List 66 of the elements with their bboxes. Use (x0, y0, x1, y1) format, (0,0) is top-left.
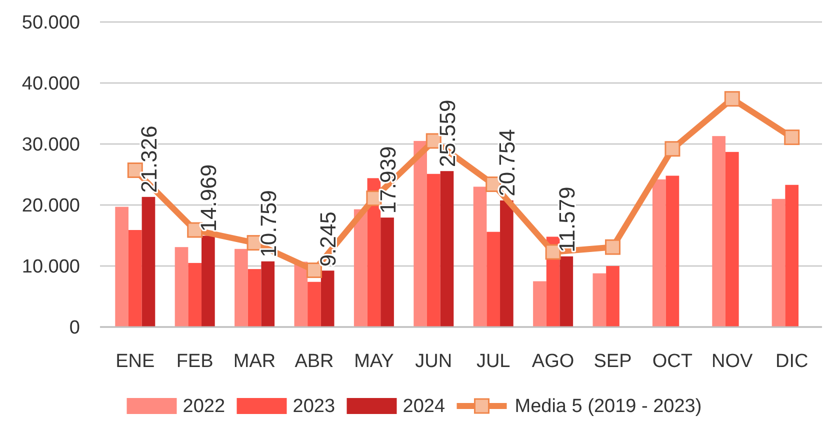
x-tick-label: ENE (116, 351, 155, 372)
y-tick-label: 10.000 (22, 256, 80, 278)
bar (294, 262, 308, 327)
bar (128, 230, 142, 327)
data-label: 25.559 (434, 100, 460, 168)
legend-label: 2022 (182, 396, 226, 417)
bar (174, 247, 188, 327)
y-tick-label: 0 (69, 318, 80, 339)
y-tick-label: 30.000 (22, 134, 80, 156)
bar (772, 198, 786, 327)
bar (202, 236, 215, 327)
bar (486, 232, 500, 327)
point (545, 244, 561, 260)
bar (725, 152, 739, 327)
bar (261, 261, 275, 327)
bar (440, 171, 454, 327)
bar (533, 281, 546, 327)
x-tick-label: MAY (354, 351, 394, 372)
point (724, 91, 740, 107)
bar (354, 209, 368, 327)
point (784, 130, 800, 146)
bar (234, 248, 248, 327)
bar (188, 262, 202, 327)
bar (666, 176, 680, 327)
bar (652, 179, 666, 327)
data-label: 17.939 (375, 146, 400, 214)
data-label: 10.759 (256, 190, 281, 258)
bar (592, 273, 606, 327)
bar (785, 184, 799, 327)
bar (560, 256, 574, 327)
bar (142, 196, 156, 327)
bar (426, 174, 440, 327)
bar (320, 270, 334, 327)
x-tick-label: FEB (176, 351, 214, 372)
bar (606, 266, 620, 327)
x-tick-label: DIC (775, 351, 808, 372)
data-label: 11.579 (554, 186, 580, 252)
x-tick-label: NOV (712, 351, 754, 372)
x-tick-label: MAR (233, 351, 276, 372)
x-tick-label: OCT (652, 351, 693, 372)
legend-label: Media 5 (2019 - 2023) (514, 396, 702, 417)
point (605, 239, 620, 255)
bar (308, 282, 321, 327)
bar (414, 140, 427, 327)
bar (712, 136, 726, 327)
x-tick-label: ABR (294, 351, 334, 372)
point (664, 141, 680, 157)
y-tick-label: 40.000 (22, 74, 80, 95)
x-tick-label: JUN (415, 351, 452, 372)
x-tick-label: JUL (476, 351, 510, 372)
x-tick-label: AGO (532, 351, 574, 372)
bar (473, 186, 487, 327)
data-label: 14.969 (196, 164, 222, 232)
bar (115, 206, 128, 327)
data-label: 20.754 (494, 129, 520, 196)
data-label: 9.245 (316, 212, 341, 267)
y-tick-label: 50.000 (22, 12, 80, 34)
point (306, 262, 322, 278)
data-label: 21.326 (136, 126, 162, 193)
bar (380, 218, 394, 327)
legend-label: 2024 (402, 396, 446, 417)
bar (248, 269, 262, 327)
legend-label: 2023 (292, 396, 336, 417)
bar (500, 200, 514, 327)
y-tick-label: 20.000 (22, 196, 80, 217)
x-tick-label: SEP (594, 351, 632, 372)
